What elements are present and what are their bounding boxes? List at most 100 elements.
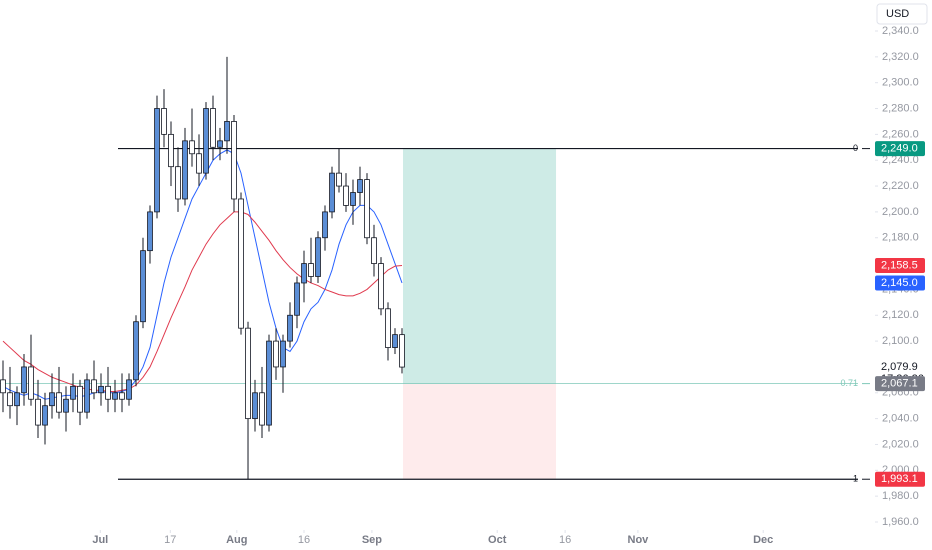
y-tick-label: 2,260.0 <box>882 128 919 140</box>
y-tick-label: 2,320.0 <box>882 51 919 63</box>
y-tick-label: 2,180.0 <box>882 232 919 244</box>
candle-body <box>161 108 167 135</box>
candle-body <box>189 140 195 155</box>
candle-body <box>7 392 13 407</box>
price-tag <box>875 275 925 291</box>
candle-body <box>280 340 286 368</box>
candle-body <box>168 133 174 168</box>
target-zone <box>403 148 557 384</box>
candle-body <box>273 340 279 368</box>
candle-body <box>322 211 328 239</box>
candle-body <box>105 385 111 400</box>
candle-body <box>49 392 55 407</box>
candle-body <box>217 140 223 148</box>
y-tick-label: 2,040.0 <box>882 413 919 425</box>
y-tick-label: 2,120.0 <box>882 309 919 321</box>
x-tick-label: Aug <box>226 534 247 546</box>
candle-body <box>98 385 104 394</box>
level-label: 0 <box>853 143 858 153</box>
y-tick-label: 1,960.0 <box>882 516 919 528</box>
candle-body <box>196 153 202 174</box>
candle-body <box>259 392 265 426</box>
candle-body <box>371 237 377 264</box>
y-tick-label: 2,100.0 <box>882 335 919 347</box>
currency-box[interactable] <box>876 3 928 25</box>
price-tag-label: 2,067.1 <box>881 378 918 390</box>
candle-body <box>329 172 335 213</box>
candle-body <box>308 263 314 277</box>
y-tick-label: 2,240.0 <box>882 154 919 166</box>
x-tick-label: Sep <box>362 534 382 546</box>
candle-body <box>385 308 391 348</box>
moving-average <box>2 211 403 392</box>
currency: USD <box>886 8 909 20</box>
candle-body <box>14 392 20 407</box>
price-tag-label: 2,145.0 <box>881 277 918 289</box>
candle-body <box>231 121 237 200</box>
y-tick-label: 2,020.0 <box>882 438 919 450</box>
x-tick-label: Oct <box>488 534 507 546</box>
candle-body <box>112 392 118 400</box>
moving-average <box>2 149 403 400</box>
candle-body <box>315 237 321 277</box>
price-tag-label: 2,079.9 <box>881 361 918 373</box>
plot-area: 0 0.71 1 <box>0 56 870 484</box>
y-tick-label: 1,980.0 <box>882 490 919 502</box>
candle-body <box>147 211 153 252</box>
candle-body <box>392 334 398 348</box>
candle-body <box>245 327 251 420</box>
candle-body <box>42 405 48 426</box>
candle-body <box>357 179 363 193</box>
candle-body <box>182 140 188 200</box>
y-tick-label: 2,280.0 <box>882 102 919 114</box>
y-tick-label: 2,300.0 <box>882 77 919 89</box>
candle-body <box>266 340 272 426</box>
x-tick-label: Nov <box>628 534 650 546</box>
candle-body <box>238 198 244 329</box>
price-tag <box>875 258 925 274</box>
price-tag <box>875 141 925 157</box>
price-tag-label: 2,249.0 <box>881 142 918 154</box>
x-tick-label: 16 <box>559 534 571 546</box>
candle-body <box>252 392 258 420</box>
candle-body <box>350 192 356 206</box>
candle-body <box>399 334 405 368</box>
candle-body <box>210 108 216 148</box>
candle-body <box>364 179 370 239</box>
candle-body <box>84 379 90 413</box>
y-tick-label: 2,340.0 <box>882 25 919 37</box>
candle-body <box>301 263 307 284</box>
candle-body <box>336 172 342 187</box>
candle-body <box>133 321 139 381</box>
candle-body <box>119 392 125 400</box>
candle-body <box>343 185 349 206</box>
level-label: 1 <box>853 474 858 484</box>
candle-body <box>0 379 6 394</box>
candle-body <box>126 379 132 400</box>
y-tick-label: 2,200.0 <box>882 206 919 218</box>
stop-zone <box>403 383 557 480</box>
candle-body <box>35 398 41 426</box>
overlay: 1,960.01,980.02,000.02,020.02,040.02,060… <box>92 25 925 546</box>
candle-body <box>175 166 181 200</box>
candle-body <box>203 108 209 174</box>
x-tick-label: Jul <box>92 534 108 546</box>
candle-body <box>56 392 62 413</box>
x-tick-label: 17 <box>164 534 176 546</box>
x-tick-label: Dec <box>753 534 773 546</box>
candle-body <box>154 108 160 213</box>
candle-body <box>287 314 293 342</box>
candle-body <box>21 366 27 394</box>
price-tag <box>875 471 925 487</box>
candle-body <box>70 385 76 400</box>
candle-body <box>28 366 34 400</box>
price-tag-label: 2,158.5 <box>881 259 918 271</box>
y-tick-label: 2,220.0 <box>882 180 919 192</box>
level-label: 0.71 <box>840 378 858 388</box>
candle-body <box>224 121 230 142</box>
x-tick-label: 16 <box>298 534 310 546</box>
candle-body <box>77 385 83 413</box>
candle-body <box>91 379 97 394</box>
candle-body <box>63 398 69 413</box>
